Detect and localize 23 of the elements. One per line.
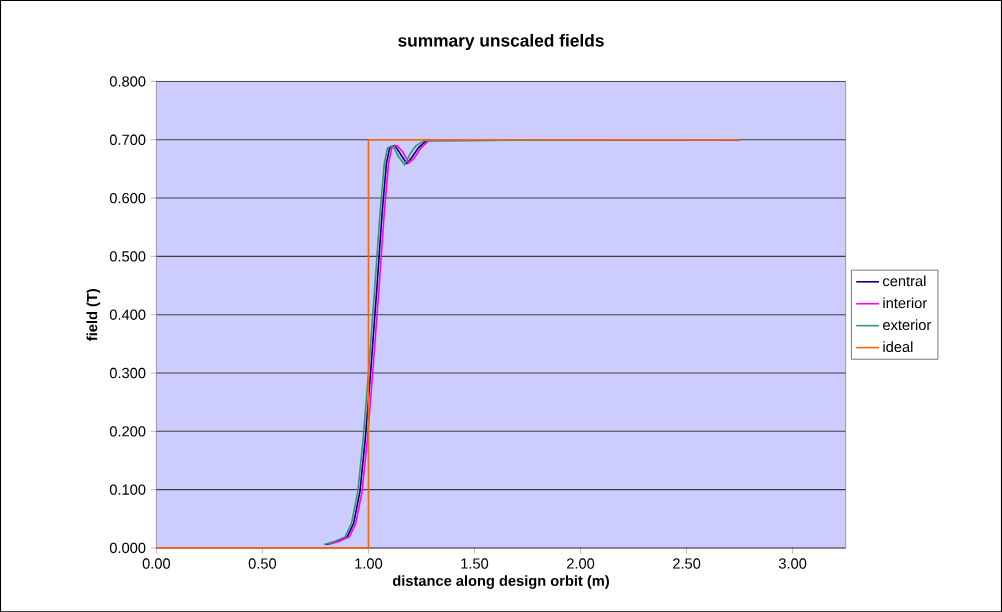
legend-label: central (883, 275, 926, 287)
y-tick-label: 0.700 (109, 134, 146, 145)
x-axis-title: distance along design orbit (m) (392, 574, 609, 589)
legend-label: ideal (883, 341, 913, 352)
y-tick-label: 0.400 (109, 309, 146, 320)
y-tick-label: 0.500 (109, 251, 146, 262)
y-tick-label: 0.000 (109, 542, 146, 553)
legend-label: interior (883, 297, 927, 308)
y-tick-label: 0.100 (109, 484, 146, 495)
x-tick-label: 3.00 (778, 558, 807, 569)
chart-title: summary unscaled fields (398, 33, 604, 50)
x-tick-label: 0.00 (142, 558, 171, 569)
x-tick-label: 1.00 (355, 558, 383, 569)
y-axis-title: field (T) (86, 288, 101, 341)
y-tick-label: 0.200 (109, 425, 146, 437)
x-tick-label: 0.50 (248, 558, 277, 569)
x-tick-label: 1.50 (461, 558, 489, 569)
y-tick-label: 0.600 (109, 192, 146, 204)
y-tick-label: 0.800 (109, 76, 146, 87)
legend-label: exterior (883, 319, 932, 330)
x-tick-label: 2.50 (673, 558, 701, 569)
y-tick-label: 0.300 (109, 367, 146, 378)
x-tick-label: 2.00 (567, 558, 595, 569)
